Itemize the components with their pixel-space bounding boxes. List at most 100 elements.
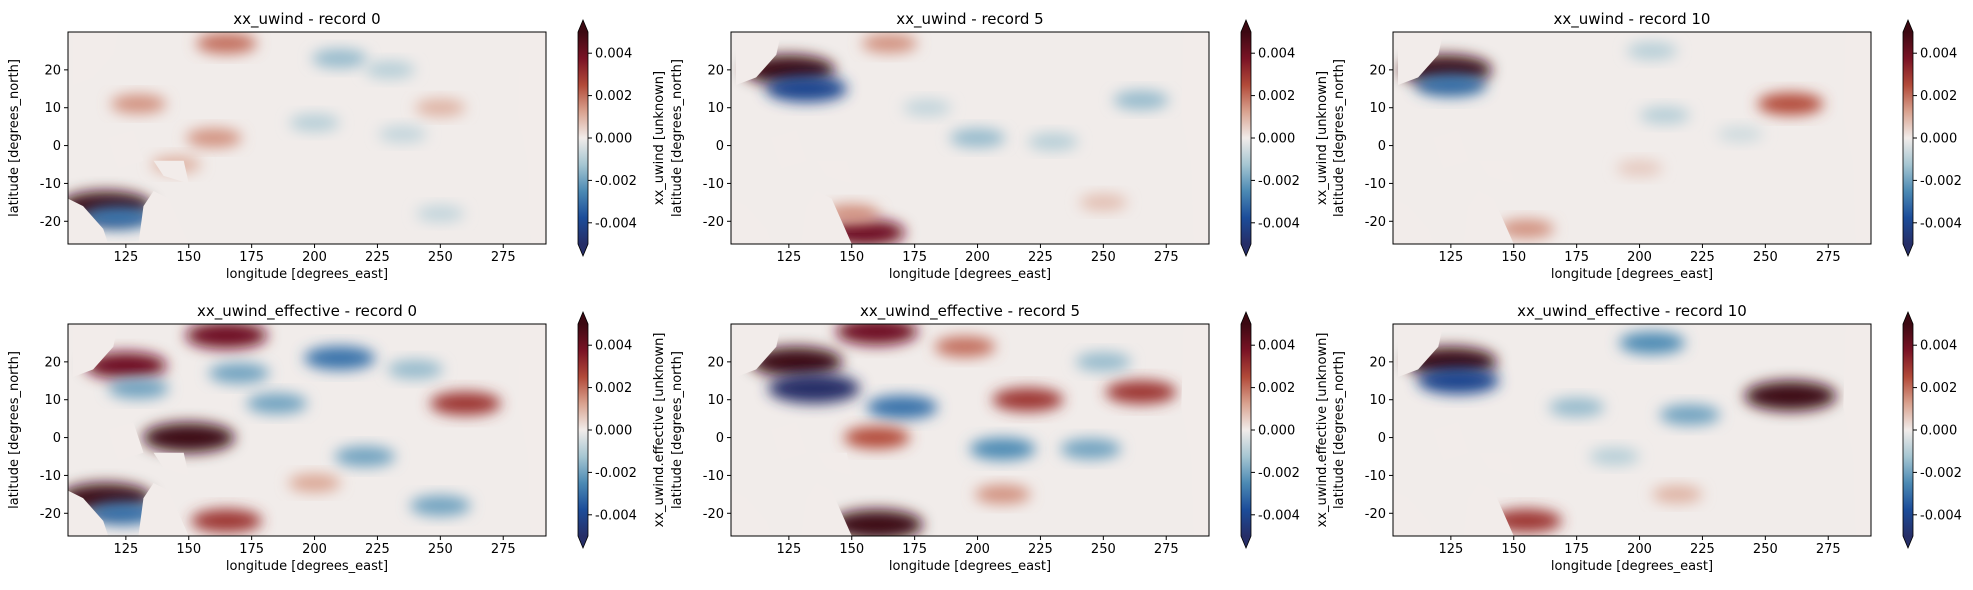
field-anomaly-9 [429,391,502,416]
chart-title: xx_uwind_effective - record 10 [1517,302,1747,321]
y-tick-label: 10 [1369,393,1386,408]
land-mask-0 [731,490,772,536]
x-tick-label: 275 [1816,250,1841,265]
field-anomaly-2 [85,352,167,380]
land-mask-0 [68,490,109,536]
y-tick-label: 20 [44,63,61,78]
field-anomaly-1 [768,373,861,404]
field-anomaly-14 [288,474,341,492]
x-axis-label: longitude [degrees_east] [889,267,1051,282]
colorbar-tick-label: -0.004 [1920,216,1962,231]
colorbar-tick-label: 0.004 [1920,339,1957,354]
field-anomaly-6 [311,49,368,68]
y-tick-label: 0 [53,431,61,446]
y-tick-label: -10 [40,177,61,192]
field-anomaly-4 [1639,106,1690,124]
x-tick-label: 175 [1564,250,1589,265]
field-anomaly-11 [974,484,1031,504]
field-anomaly-8 [1589,447,1640,466]
colorbar-label: xx_uwind [unknown] [652,71,667,205]
field-anomaly-2 [1757,92,1824,115]
land-mask-3 [1843,324,1871,536]
land-mask-0 [1393,490,1434,536]
x-tick-label: 150 [839,250,864,265]
field-layer [1393,324,1871,536]
chart-title: xx_uwind - record 10 [1554,10,1711,29]
axes-frame [1392,31,1872,245]
field-layer [731,324,1209,536]
axes-frame [1392,323,1872,537]
y-tick-label: -20 [703,215,724,230]
colorbar-extend-min [1241,536,1251,548]
field-anomaly-9 [903,99,952,116]
colorbar-tick-label: -0.002 [1258,466,1300,481]
chart-panel-0: 125 150 175 200 225 250 275 -20 -10 0 10 20 xx_uwind… [7,10,667,282]
land-mask-5 [1478,160,1514,184]
x-tick-label: 125 [776,542,801,557]
field-layer [68,32,546,244]
y-tick-label: -10 [703,469,724,484]
y-axis-label: latitude [degrees_north] [1332,59,1347,217]
field-anomaly-12 [409,495,471,516]
field-anomaly-9 [843,426,910,449]
field-anomaly-1 [82,205,154,230]
land-mask-2 [736,32,782,85]
y-axis-label: latitude [degrees_north] [1332,351,1347,509]
colorbar-outline [577,18,589,258]
field-anomaly-3 [1626,42,1678,60]
land-mask-0 [68,198,109,244]
y-tick-label: 0 [716,139,724,154]
colorbar-label: xx_uwind.effective [unknown] [1315,333,1330,528]
colorbar-outline [1902,310,1914,550]
land-mask-5 [816,160,852,184]
y-axis-label: latitude [degrees_north] [670,351,685,509]
land-mask-1 [138,483,189,536]
y-tick-label: 0 [1378,431,1386,446]
colorbar-outline [1240,18,1252,258]
field-anomaly-5 [196,33,257,54]
y-tick-label: 20 [1369,355,1386,370]
colorbar-gradient [1241,32,1251,244]
y-tick-label: 10 [707,393,724,408]
field-anomaly-2 [1744,380,1837,411]
field-anomaly-5 [992,387,1064,412]
land-mask-4 [771,422,807,461]
chart-panel-1: 125 150 175 200 225 250 275 -20 -10 0 10 20 xx_uwind… [670,10,1330,282]
axes-frame [730,31,1210,245]
x-tick-label: 150 [1501,542,1526,557]
x-tick-label: 125 [1438,542,1463,557]
x-tick-label: 175 [1564,542,1589,557]
y-tick-label: -20 [1365,215,1386,230]
field-anomaly-7 [1113,90,1169,110]
colorbar-extend-max [1241,312,1251,324]
land-mask-3 [1181,32,1209,244]
colorbar-gradient [1903,324,1913,536]
colorbar-tick-label: 0.000 [1920,424,1957,439]
x-tick-label: 150 [839,542,864,557]
colorbar-tick-label: -0.002 [1920,174,1962,189]
land-mask-4 [108,422,144,461]
land-mask-1 [801,191,852,244]
land-mask-2 [73,324,119,377]
x-tick-label: 125 [113,542,138,557]
land-mask-2 [736,324,782,377]
land-mask-3 [1181,324,1209,536]
x-axis-label: longitude [degrees_east] [226,267,388,282]
field-anomaly-8 [208,363,270,384]
colorbar-tick-label: 0.004 [1258,47,1295,62]
x-axis-label: longitude [degrees_east] [226,559,388,574]
colorbar-gradient [1241,324,1251,536]
colorbar-tick-label: 0.000 [1258,132,1295,147]
x-tick-label: 175 [902,542,927,557]
y-tick-label: 20 [707,355,724,370]
colorbar-tick-label: -0.004 [595,216,637,231]
colorbar-tick-label: -0.004 [1258,508,1300,523]
colorbar-tick-label: -0.002 [1258,174,1300,189]
land-mask-4 [108,130,144,169]
chart-title: xx_uwind_effective - record 0 [197,302,417,321]
colorbar-tick-label: 0.000 [1258,424,1295,439]
field-anomaly-3 [830,509,923,536]
field-anomaly-6 [1027,133,1079,151]
land-mask-4 [771,130,807,169]
